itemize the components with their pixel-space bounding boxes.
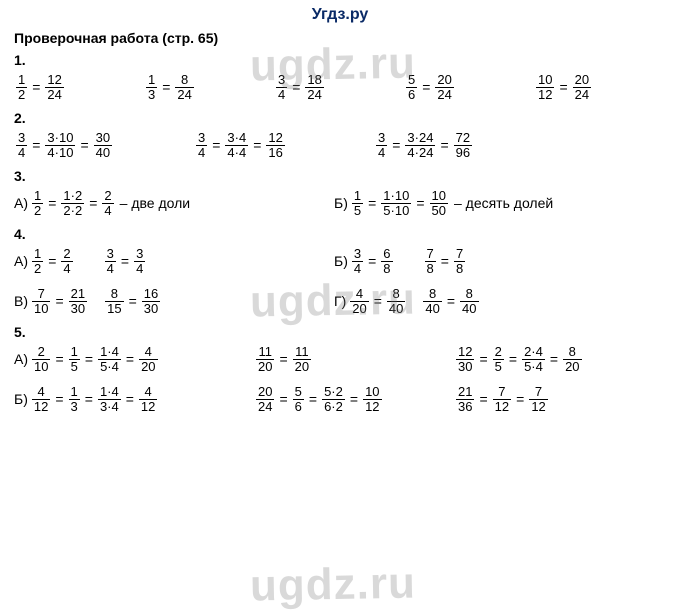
q1-number: 1. — [14, 52, 666, 68]
q5-a-c2: 1120 = 1120 — [254, 342, 454, 376]
q4-item-b: Б) 34 = 68 78 = 78 — [334, 244, 654, 278]
q4-item-v: В) 710 = 2130 815 = 1630 — [14, 284, 334, 318]
page-title: Проверочная работа (стр. 65) — [14, 30, 666, 46]
q2-item: 34 = 3·44·4 = 1216 — [194, 128, 374, 162]
q5-b-c3: 2136 = 712 = 712 — [454, 382, 654, 416]
note: – десять долей — [454, 196, 553, 210]
q3-row: А) 12 = 1·22·2 = 24 – две доли Б) 15 = 1… — [14, 186, 666, 220]
q2-number: 2. — [14, 110, 666, 126]
q5-b-c1: Б) 412 = 13 = 1·43·4 = 412 — [14, 382, 254, 416]
q3-number: 3. — [14, 168, 666, 184]
q4-row1: А) 12 = 24 34 = 34 Б) 34 = 68 78 = 78 — [14, 244, 666, 278]
label-a: А) — [14, 196, 28, 210]
q5-number: 5. — [14, 324, 666, 340]
q3-item-a: А) 12 = 1·22·2 = 24 – две доли — [14, 186, 334, 220]
q4-row2: В) 710 = 2130 815 = 1630 Г) 420 = 840 84… — [14, 284, 666, 318]
q3-item-b: Б) 15 = 1·105·10 = 1050 – десять долей — [334, 186, 654, 220]
fraction: 12 — [16, 73, 27, 101]
q5-row-a: А) 210 = 15 = 1·45·4 = 420 1120 = 1120 1… — [14, 342, 666, 376]
q4-item-a: А) 12 = 24 34 = 34 — [14, 244, 334, 278]
q1-item: 13 = 824 — [144, 70, 274, 104]
q1-item: 56 = 2024 — [404, 70, 534, 104]
q2-row: 34 = 3·104·10 = 3040 34 = 3·44·4 = 1216 … — [14, 128, 666, 162]
q2-item: 34 = 3·244·24 = 7296 — [374, 128, 554, 162]
q4-number: 4. — [14, 226, 666, 242]
note: – две доли — [120, 196, 190, 210]
label-b: Б) — [334, 196, 348, 210]
q4-item-g: Г) 420 = 840 840 = 840 — [334, 284, 654, 318]
fraction: 1224 — [45, 73, 63, 101]
q5-b-c2: 2024 = 56 = 5·26·2 = 1012 — [254, 382, 454, 416]
q1-item: 34 = 1824 — [274, 70, 404, 104]
q5-a-c3: 1230 = 25 = 2·45·4 = 820 — [454, 342, 654, 376]
watermark: ugdz.ru — [250, 559, 417, 612]
q1-item: 1012 = 2024 — [534, 70, 664, 104]
site-header: Угдз.ру — [14, 6, 666, 24]
q5-row-b: Б) 412 = 13 = 1·43·4 = 412 2024 = 56 = 5… — [14, 382, 666, 416]
q1-row: 12 = 1224 13 = 824 34 = 1824 56 = 2024 1… — [14, 70, 666, 104]
equals: = — [32, 80, 40, 94]
q1-item: 12 = 1224 — [14, 70, 144, 104]
q2-item: 34 = 3·104·10 = 3040 — [14, 128, 194, 162]
q5-a-c1: А) 210 = 15 = 1·45·4 = 420 — [14, 342, 254, 376]
